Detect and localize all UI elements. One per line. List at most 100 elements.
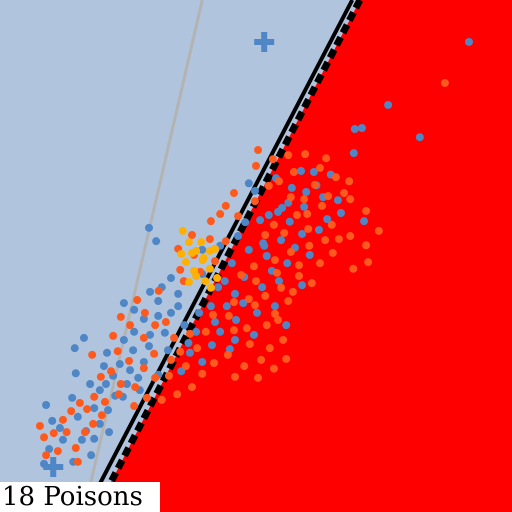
data-point-class-a — [253, 308, 262, 317]
data-point-class-a — [180, 321, 189, 330]
data-point-class-b — [97, 411, 106, 420]
data-point-class-b — [125, 356, 134, 365]
data-point-class-b — [234, 212, 243, 221]
data-point-class-a — [134, 373, 143, 382]
data-point-class-a — [99, 362, 108, 371]
data-point-class-b — [257, 355, 266, 364]
data-point-class-a — [139, 357, 148, 366]
data-point-class-a — [232, 316, 241, 324]
data-point-class-b — [90, 392, 99, 401]
data-point-class-b — [328, 248, 337, 257]
data-point-class-a — [130, 327, 139, 336]
data-point-class-a — [256, 216, 265, 225]
data-point-class-b — [201, 327, 210, 336]
data-point-class-a — [167, 274, 176, 283]
data-point-class-b — [113, 347, 122, 356]
data-point-class-a — [216, 327, 225, 336]
data-point-class-b — [114, 390, 123, 399]
data-point-class-a — [239, 299, 248, 308]
data-point-class-a — [104, 406, 113, 415]
data-point-class-b — [261, 231, 270, 240]
poison-point — [197, 238, 206, 247]
data-point-class-a — [177, 367, 186, 376]
poison-point — [211, 244, 220, 253]
data-point-class-b — [250, 301, 259, 310]
poison-point — [178, 226, 187, 235]
data-point-class-b — [75, 398, 84, 407]
data-point-class-b — [181, 362, 190, 371]
data-point-class-a — [119, 299, 128, 308]
data-point-class-a — [309, 168, 318, 177]
data-point-class-b — [140, 308, 149, 317]
data-point-class-a — [297, 167, 306, 176]
data-point-class-a — [174, 302, 183, 311]
data-point-class-a — [185, 348, 194, 357]
data-point-class-a — [244, 179, 253, 188]
data-point-class-a — [79, 333, 88, 342]
class-center-plus-marker — [43, 456, 64, 477]
data-point-class-a — [298, 229, 307, 238]
data-point-class-a — [129, 346, 138, 355]
class-center-plus-marker — [254, 31, 275, 52]
data-point-class-b — [211, 257, 220, 266]
data-point-class-b — [270, 256, 279, 265]
data-point-class-a — [73, 412, 82, 421]
data-point-class-a — [305, 250, 314, 259]
data-point-class-b — [269, 364, 278, 373]
data-point-class-a — [234, 232, 243, 241]
data-point-class-a — [192, 327, 201, 336]
data-point-class-b — [170, 333, 179, 342]
data-point-class-a — [42, 400, 51, 409]
data-point-class-a — [87, 451, 96, 460]
data-point-class-b — [288, 287, 297, 296]
data-point-class-b — [116, 312, 125, 321]
data-point-class-b — [244, 295, 253, 304]
data-point-class-a — [244, 245, 253, 254]
data-point-class-b — [80, 428, 89, 437]
data-point-class-b — [193, 344, 202, 353]
data-point-class-b — [364, 258, 373, 267]
data-point-class-b — [295, 271, 304, 280]
data-point-class-b — [237, 270, 246, 279]
dashed-boundary-line — [106, 0, 364, 486]
data-point-class-b — [164, 371, 173, 380]
data-point-class-b — [327, 220, 336, 229]
right-class-region — [95, 0, 512, 512]
poison-point — [184, 278, 193, 287]
data-point-class-a — [211, 318, 220, 327]
data-point-class-b — [305, 241, 314, 250]
data-point-class-b — [188, 231, 196, 240]
data-point-class-b — [340, 189, 349, 198]
data-point-class-a — [119, 335, 128, 344]
data-point-class-a — [214, 283, 223, 292]
data-point-class-a — [163, 346, 172, 355]
data-point-class-b — [321, 236, 330, 245]
data-point-class-b — [300, 195, 309, 204]
data-point-class-b — [286, 193, 295, 202]
data-point-class-b — [346, 195, 355, 204]
data-point-class-a — [277, 236, 286, 245]
data-point-class-b — [176, 347, 185, 356]
data-point-class-b — [206, 217, 215, 226]
data-point-class-a — [48, 416, 57, 425]
data-point-class-a — [146, 330, 155, 339]
data-point-class-a — [68, 393, 77, 402]
data-point-class-a — [198, 357, 207, 366]
poison-point — [205, 264, 214, 273]
data-point-class-a — [130, 305, 139, 314]
data-point-class-b — [100, 397, 109, 406]
data-point-class-b — [176, 265, 185, 274]
data-point-class-b — [274, 316, 283, 324]
poison-point — [181, 258, 190, 267]
data-point-class-a — [258, 283, 267, 292]
data-point-class-a — [198, 245, 207, 254]
data-point-class-b — [53, 447, 62, 456]
data-point-class-b — [150, 349, 159, 358]
data-point-class-b — [109, 331, 118, 340]
data-point-class-b — [157, 395, 166, 404]
data-point-class-a — [115, 360, 124, 369]
data-point-class-b — [49, 429, 58, 438]
data-point-class-a — [227, 259, 236, 268]
data-point-class-b — [301, 150, 310, 159]
data-point-class-b — [262, 321, 271, 330]
